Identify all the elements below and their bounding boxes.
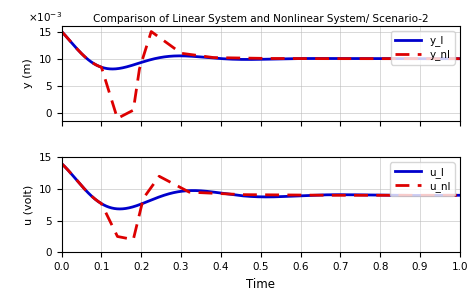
Line: y_nl: y_nl [62, 32, 460, 118]
u_nl [318, 193, 323, 197]
y_l [298, 57, 303, 60]
Legend: u_l, u_nl: u_l, u_nl [391, 162, 455, 196]
u_l [457, 193, 463, 197]
Text: $\times10^{-3}$: $\times10^{-3}$ [28, 10, 62, 24]
Line: u_l: u_l [62, 164, 460, 209]
X-axis label: Time: Time [246, 278, 275, 290]
u_nl [298, 193, 303, 197]
u_l [131, 205, 137, 208]
u_nl [59, 162, 64, 165]
y_l [109, 67, 115, 71]
Legend: y_l, y_nl: y_l, y_nl [391, 31, 455, 65]
u_nl [130, 238, 136, 241]
Y-axis label: y (m): y (m) [23, 59, 33, 88]
y_nl [211, 56, 217, 59]
y_l [386, 57, 392, 61]
y_nl [386, 57, 392, 60]
u_l [318, 193, 323, 197]
y_nl [356, 57, 362, 60]
y_l [457, 57, 463, 60]
u_nl [356, 193, 362, 197]
u_nl [386, 193, 392, 197]
u_l [298, 194, 303, 197]
Y-axis label: u (volt): u (volt) [23, 185, 33, 225]
y_l [318, 57, 323, 60]
u_l [211, 191, 217, 194]
Line: u_nl: u_nl [62, 164, 460, 240]
y_l [356, 57, 362, 60]
y_nl [318, 57, 323, 60]
y_nl [59, 30, 64, 33]
y_nl [131, 104, 137, 107]
y_nl [457, 57, 463, 60]
y_l [59, 30, 64, 33]
Line: y_l: y_l [62, 32, 460, 69]
u_l [386, 194, 392, 197]
u_nl [457, 193, 463, 197]
u_nl [131, 235, 137, 238]
u_l [59, 162, 64, 165]
y_l [211, 56, 217, 60]
Title: Comparison of Linear System and Nonlinear System/ Scenario-2: Comparison of Linear System and Nonlinea… [93, 14, 428, 24]
y_nl [298, 57, 303, 60]
y_l [131, 63, 137, 66]
y_nl [115, 117, 120, 120]
u_l [356, 193, 362, 197]
u_nl [211, 192, 217, 195]
u_l [117, 207, 123, 211]
